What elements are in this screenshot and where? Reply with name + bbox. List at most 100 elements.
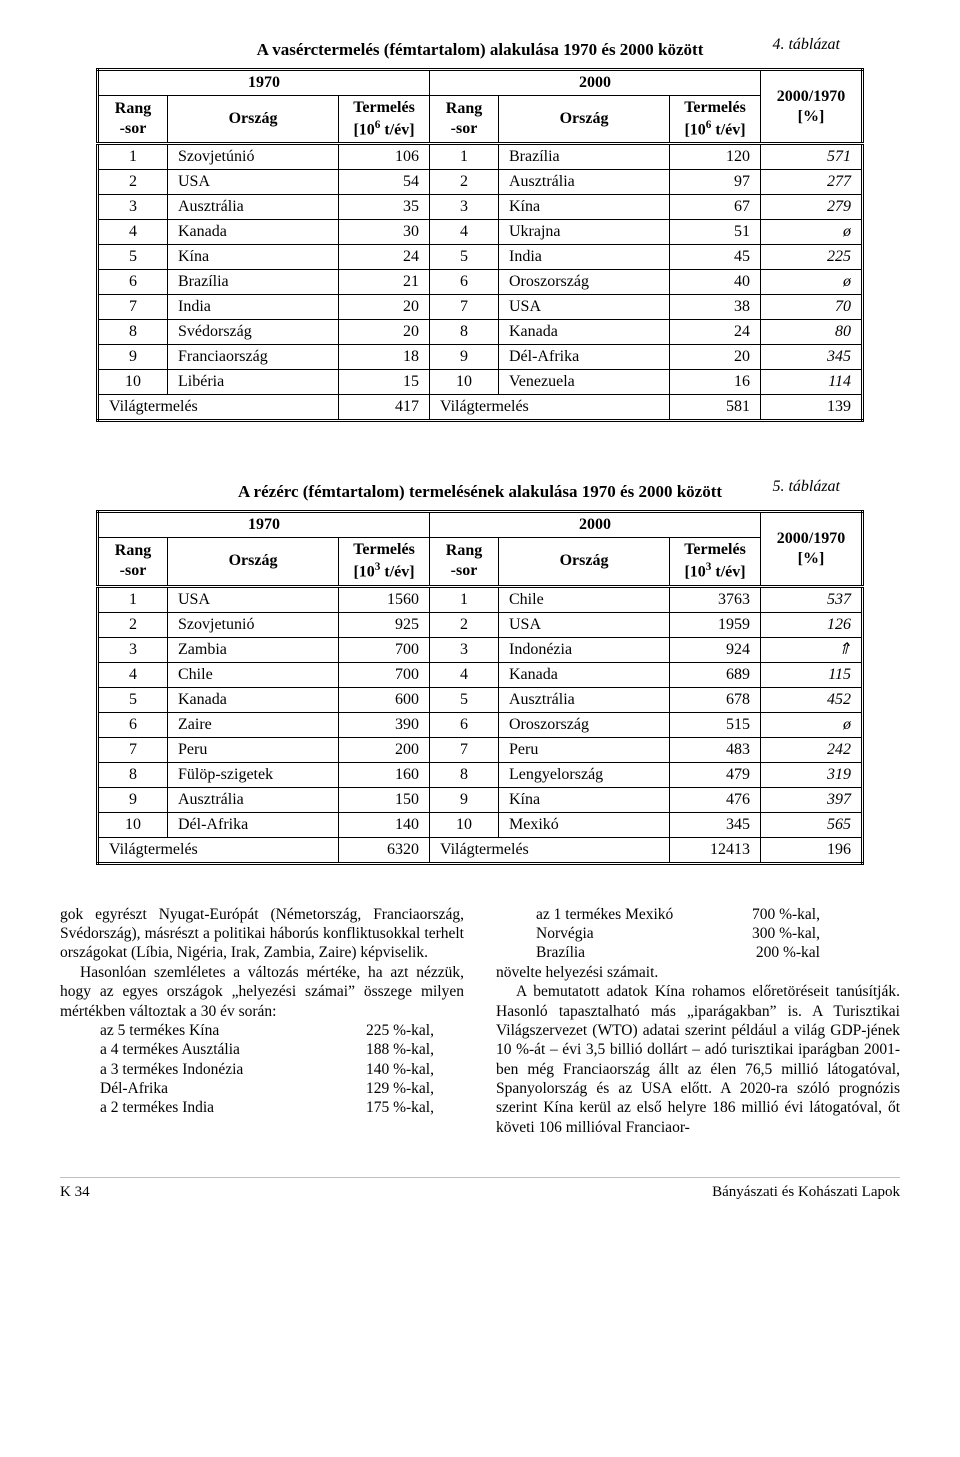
table-5-total-label-1: Világtermelés: [98, 837, 339, 863]
list-item: Brazília200 %-kal: [496, 943, 900, 962]
table-5-total-ratio: 196: [761, 837, 863, 863]
list-item: a 2 termékes India175 %-kal,: [60, 1098, 464, 1117]
list-item-value: 225 %-kal,: [366, 1021, 434, 1040]
cell: ⇑: [761, 637, 863, 662]
list-item-value: 188 %-kal,: [366, 1040, 434, 1059]
list-item-label: Brazília: [536, 943, 585, 962]
cell: 6: [430, 712, 499, 737]
cell: Kanada: [499, 320, 670, 345]
table-4-number: 4. táblázat: [772, 36, 840, 54]
list-item: a 3 termékes Indonézia140 %-kal,: [60, 1060, 464, 1079]
cell: 2: [98, 170, 168, 195]
table-4-total-label-1: Világtermelés: [98, 395, 339, 421]
cell: 7: [98, 737, 168, 762]
cell: 114: [761, 370, 863, 395]
list-item-value: 175 %-kal,: [366, 1098, 434, 1117]
cell: 6: [98, 712, 168, 737]
table-5-head-country2: Ország: [499, 538, 670, 586]
table-4-head-rank2: Rang-sor: [430, 96, 499, 144]
table-row: 2USA542Ausztrália97277: [98, 170, 863, 195]
cell: 537: [761, 586, 863, 612]
cell: 120: [670, 144, 761, 170]
cell: 40: [670, 270, 761, 295]
table-row: 6Zaire3906Oroszország515ø: [98, 712, 863, 737]
cell: USA: [168, 586, 339, 612]
cell: 600: [339, 687, 430, 712]
table-4-year-1970: 1970: [98, 70, 430, 96]
cell: 242: [761, 737, 863, 762]
cell: 479: [670, 762, 761, 787]
page-footer: K 34 Bányászati és Kohászati Lapok: [60, 1177, 900, 1201]
table-row: 4Chile7004Kanada689115: [98, 662, 863, 687]
list-item-label: Norvégia: [536, 924, 594, 943]
cell: Peru: [168, 737, 339, 762]
cell: 24: [339, 245, 430, 270]
cell: 18: [339, 345, 430, 370]
table-4-total-p2: 581: [670, 395, 761, 421]
cell: Peru: [499, 737, 670, 762]
cell: Mexikó: [499, 812, 670, 837]
list-item-label: a 4 termékes Ausztália: [100, 1040, 240, 1059]
table-row: 8Svédország208Kanada2480: [98, 320, 863, 345]
table-5-total-p1: 6320: [339, 837, 430, 863]
cell: 483: [670, 737, 761, 762]
table-row: 9Franciaország189Dél-Afrika20345: [98, 345, 863, 370]
cell: 1: [430, 586, 499, 612]
table-5-head-country1: Ország: [168, 538, 339, 586]
table-row: 6Brazília216Oroszország40ø: [98, 270, 863, 295]
left-p1: gok egyrészt Nyugat-Európát (Németország…: [60, 905, 464, 963]
list-item-label: a 3 termékes Indonézia: [100, 1060, 243, 1079]
cell: 9: [430, 787, 499, 812]
cell: 345: [761, 345, 863, 370]
table-row: 7India207USA3870: [98, 295, 863, 320]
cell: 6: [430, 270, 499, 295]
cell: 9: [430, 345, 499, 370]
cell: 1560: [339, 586, 430, 612]
cell: 4: [98, 220, 168, 245]
cell: Zaire: [168, 712, 339, 737]
cell: Szovjetúnió: [168, 144, 339, 170]
cell: 70: [761, 295, 863, 320]
cell: Brazília: [168, 270, 339, 295]
cell: 689: [670, 662, 761, 687]
table-5-head-prod2: Termelés[103 t/év]: [670, 538, 761, 586]
cell: 571: [761, 144, 863, 170]
cell: 200: [339, 737, 430, 762]
table-4-head-country2: Ország: [499, 96, 670, 144]
table-4-year-2000: 2000: [430, 70, 761, 96]
cell: 1: [98, 586, 168, 612]
list-item-label: az 5 termékes Kína: [100, 1021, 219, 1040]
cell: Kanada: [168, 220, 339, 245]
cell: ø: [761, 270, 863, 295]
cell: 16: [670, 370, 761, 395]
table-row: 4Kanada304Ukrajna51ø: [98, 220, 863, 245]
right-p1after: növelte helyezési számait.: [496, 963, 900, 982]
table-4-head-rank1: Rang-sor: [98, 96, 168, 144]
cell: Szovjetunió: [168, 612, 339, 637]
cell: Indonézia: [499, 637, 670, 662]
cell: 476: [670, 787, 761, 812]
cell: 21: [339, 270, 430, 295]
cell: 80: [761, 320, 863, 345]
table-5-number: 5. táblázat: [772, 478, 840, 496]
table-5-head-prod1: Termelés[103 t/év]: [339, 538, 430, 586]
left-list: az 5 termékes Kína 225 %-kal, a 4 termékes…: [60, 1021, 464, 1118]
table-row: 1USA15601Chile3763537: [98, 586, 863, 612]
table-4-head-prod1: Termelés[106 t/év]: [339, 96, 430, 144]
cell: 9: [98, 345, 168, 370]
cell: 7: [98, 295, 168, 320]
table-5-head-ratio: 2000/1970[%]: [761, 512, 863, 586]
right-list: az 1 termékes Mexikó700 %-kal,Norvégia30…: [496, 905, 900, 963]
table-row: 9Ausztrália1509Kína476397: [98, 787, 863, 812]
cell: 345: [670, 812, 761, 837]
cell: 225: [761, 245, 863, 270]
cell: Venezuela: [499, 370, 670, 395]
cell: ø: [761, 220, 863, 245]
cell: 5: [430, 245, 499, 270]
cell: 1959: [670, 612, 761, 637]
cell: Kanada: [168, 687, 339, 712]
table-row: 10Libéria1510Venezuela16114: [98, 370, 863, 395]
table-4-total-label-2: Világtermelés: [430, 395, 670, 421]
cell: 279: [761, 195, 863, 220]
cell: 8: [430, 320, 499, 345]
